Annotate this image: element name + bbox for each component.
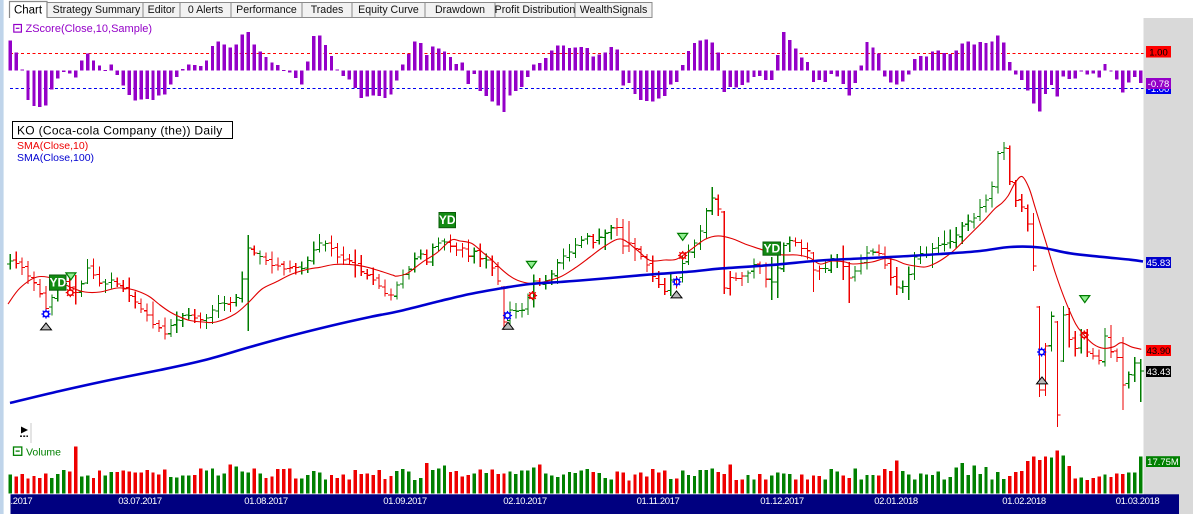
svg-text:01.03.2018: 01.03.2018	[1116, 496, 1160, 507]
svg-text:17.75M: 17.75M	[1147, 457, 1179, 468]
svg-text:SMA(Close,10): SMA(Close,10)	[17, 140, 88, 152]
svg-text:43.43: 43.43	[1147, 367, 1171, 378]
svg-text:Performance: Performance	[236, 4, 297, 16]
svg-text:Strategy Summary: Strategy Summary	[53, 4, 141, 16]
svg-text:Profit Distribution: Profit Distribution	[495, 4, 576, 16]
svg-text:Chart: Chart	[14, 5, 43, 17]
svg-text:01.09.2017: 01.09.2017	[383, 496, 427, 507]
svg-text:Volume: Volume	[26, 447, 61, 459]
svg-text:ZScore(Close,10,Sample): ZScore(Close,10,Sample)	[26, 23, 153, 35]
svg-text:Equity Curve: Equity Curve	[358, 4, 419, 16]
svg-text:45.83: 45.83	[1147, 258, 1171, 269]
svg-text:02.01.2018: 02.01.2018	[874, 496, 918, 507]
svg-text:YD: YD	[439, 213, 456, 227]
svg-text:SMA(Close,100): SMA(Close,100)	[17, 152, 94, 164]
svg-text:-0.78: -0.78	[1148, 79, 1170, 90]
svg-text:03.07.2017: 03.07.2017	[118, 496, 162, 507]
svg-text:WealthSignals: WealthSignals	[580, 4, 648, 16]
svg-text:43.90: 43.90	[1147, 346, 1171, 357]
svg-text:02.10.2017: 02.10.2017	[503, 496, 547, 507]
svg-text:YD: YD	[49, 276, 66, 290]
svg-text:01.12.2017: 01.12.2017	[760, 496, 804, 507]
svg-text:.2017: .2017	[11, 496, 33, 507]
svg-text:Drawdown: Drawdown	[435, 4, 485, 16]
svg-text:01.08.2017: 01.08.2017	[244, 496, 288, 507]
svg-text:-1.00: -1.00	[1148, 84, 1170, 95]
svg-text:01.02.2018: 01.02.2018	[1002, 496, 1046, 507]
svg-text:0 Alerts: 0 Alerts	[188, 4, 223, 16]
svg-text:Trades: Trades	[311, 4, 344, 16]
svg-text:KO (Coca-cola Company (the)) D: KO (Coca-cola Company (the)) Daily	[17, 124, 223, 138]
svg-text:01.11.2017: 01.11.2017	[637, 496, 680, 507]
svg-text:Editor: Editor	[148, 4, 176, 16]
svg-text:YD: YD	[763, 242, 780, 256]
svg-text:1.00: 1.00	[1149, 47, 1168, 58]
